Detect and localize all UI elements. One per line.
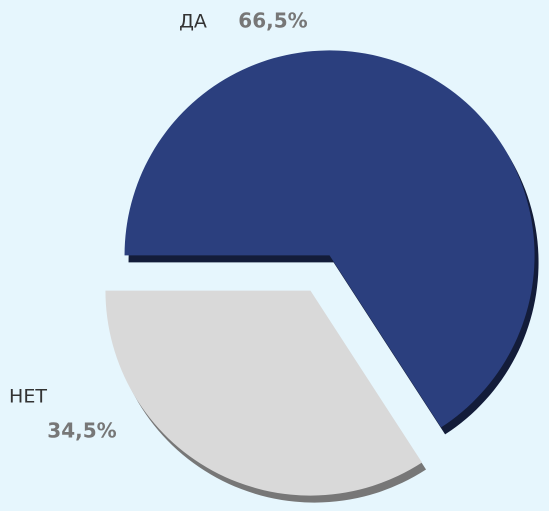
value-label: 34,5%	[47, 419, 116, 443]
value-label: 66,5%	[238, 9, 307, 33]
category-label: ДА	[179, 11, 207, 33]
slice	[105, 290, 423, 496]
slice	[124, 50, 535, 428]
category-label: НЕТ	[9, 386, 47, 408]
